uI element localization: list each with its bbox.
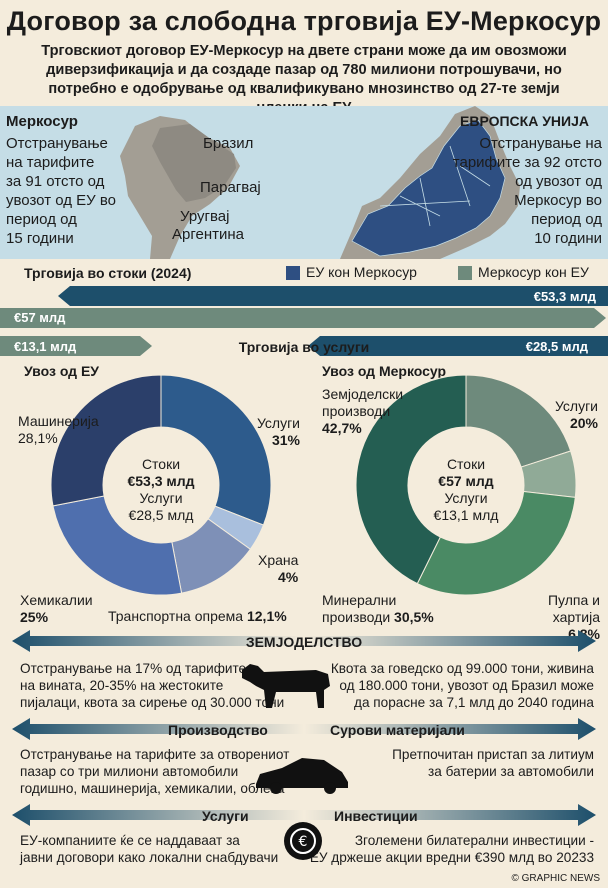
agriculture-band — [12, 630, 596, 652]
eu-title: ЕВРОПСКА УНИЈА — [460, 113, 589, 129]
legend-swatch-mercosur — [458, 266, 472, 280]
eu-member-states — [351, 119, 506, 257]
goods-eu-value: €53,3 млд — [533, 289, 596, 304]
legend-label-mercosur: Меркосур кон ЕУ — [478, 264, 589, 280]
country-label-uruguay: Уругвај — [180, 208, 230, 225]
agriculture-title: ЗЕМЈОДЕЛСТВО — [245, 634, 363, 650]
donut-hole — [103, 427, 219, 543]
eu-label-food: Храна 4% — [258, 552, 299, 585]
car-icon — [256, 758, 348, 794]
goods-header-row — [0, 263, 608, 285]
investments-title: Инвестиции — [334, 808, 418, 824]
country-label-argentina: Аргентина — [172, 226, 244, 243]
cow-icon — [242, 664, 330, 708]
donut-eu — [50, 374, 272, 596]
mer-label-agriculture: Земјоделски производи 42,7% — [322, 386, 404, 436]
map-graphic — [120, 106, 520, 259]
eu-label-chemicals: Хемикалии 25% — [20, 592, 93, 625]
services-section-title: Услуги — [202, 808, 249, 824]
raw-materials-title: Сурови материјали — [330, 722, 465, 738]
services-left-text: ЕУ-компаниите ќе се наддаваат за јавни д… — [20, 833, 279, 865]
production-right-text: Претпочитан пристап за литиум за батерии… — [392, 747, 594, 779]
eu-label-machinery: Машинерија 28,1% — [18, 413, 99, 446]
services-bar-eu — [308, 336, 608, 356]
eu-label-transport: Транспортна опрема 12,1% — [108, 608, 287, 624]
mer-label-services: Услуги 20% — [554, 398, 598, 431]
donut-mercosur — [355, 374, 577, 596]
donut-hole — [408, 427, 524, 543]
country-label-brazil: Бразил — [203, 135, 254, 152]
eu-label-services: Услуги 31% — [256, 415, 300, 448]
legend-label-eu: ЕУ кон Меркосур — [306, 264, 417, 280]
donut-mercosur-title: Увоз од Меркосур — [322, 363, 447, 379]
goods-bar-eu — [58, 286, 608, 306]
donut-mercosur-center: Стоки €57 млд Услуги €13,1 млд — [433, 456, 499, 523]
services-bar-mercosur — [0, 336, 152, 356]
services-mercosur-value: €13,1 млд — [14, 339, 77, 354]
page-title: Договор за слободна трговија ЕУ-Меркосур — [6, 6, 602, 36]
mercosur-tariff-text: Отстранување на тарифите за 91 отсто од … — [6, 135, 117, 247]
brazil-shape — [152, 124, 236, 202]
goods-bar-mercosur — [0, 308, 606, 328]
goods-title: Трговија во стоки (2024) — [24, 265, 192, 281]
mer-label-minerals: Минерални производи 30,5% — [322, 592, 434, 625]
svg-text:€: € — [299, 834, 308, 850]
services-right-text: Зголемени билатерални инвестиции - ЕУ др… — [309, 833, 594, 865]
agriculture-left-text: Отстранување на 17% од тарифите на винат… — [20, 661, 285, 710]
production-left-text: Отстранување на тарифите за отворениот п… — [20, 747, 290, 796]
donut-eu-title: Увоз од ЕУ — [24, 363, 100, 379]
legend-swatch-eu — [286, 266, 300, 280]
services-title: Трговија во услуги — [238, 339, 370, 355]
donut-eu-center: Стоки €53,3 млд Услуги €28,5 млд — [127, 456, 195, 523]
agriculture-right-text: Квота за говедско од 99.000 тони, живина… — [330, 661, 594, 710]
euro-coin-icon: € — [284, 822, 322, 860]
services-band — [12, 804, 596, 826]
donut-charts — [50, 374, 577, 596]
credit: © GRAPHIC NEWS — [511, 873, 601, 884]
trade-bars-graphic — [0, 286, 608, 356]
production-title: Производство — [168, 722, 268, 738]
production-band — [12, 718, 596, 740]
eu-tariff-text: Отстранување на тарифите за 92 отсто од … — [452, 135, 602, 247]
services-eu-value: €28,5 млд — [525, 339, 588, 354]
map-panel — [0, 106, 608, 259]
mercosur-title: Меркосур — [6, 113, 78, 130]
country-label-paraguay: Парагвај — [200, 179, 261, 196]
goods-mercosur-value: €57 млд — [14, 310, 66, 325]
